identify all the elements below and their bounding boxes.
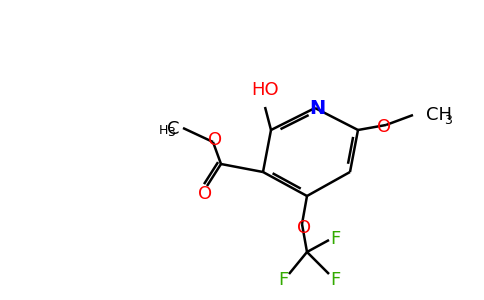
Text: C: C — [166, 120, 179, 138]
Text: 3: 3 — [167, 127, 175, 140]
Text: F: F — [278, 271, 288, 289]
Text: O: O — [297, 219, 311, 237]
Text: H: H — [159, 124, 168, 136]
Text: O: O — [377, 118, 391, 136]
Text: F: F — [330, 271, 340, 289]
Text: 3: 3 — [444, 113, 452, 127]
Text: O: O — [198, 185, 212, 203]
Text: O: O — [208, 131, 222, 149]
Text: CH: CH — [426, 106, 452, 124]
Text: N: N — [309, 98, 325, 118]
Text: F: F — [330, 230, 340, 248]
Text: HO: HO — [251, 81, 279, 99]
